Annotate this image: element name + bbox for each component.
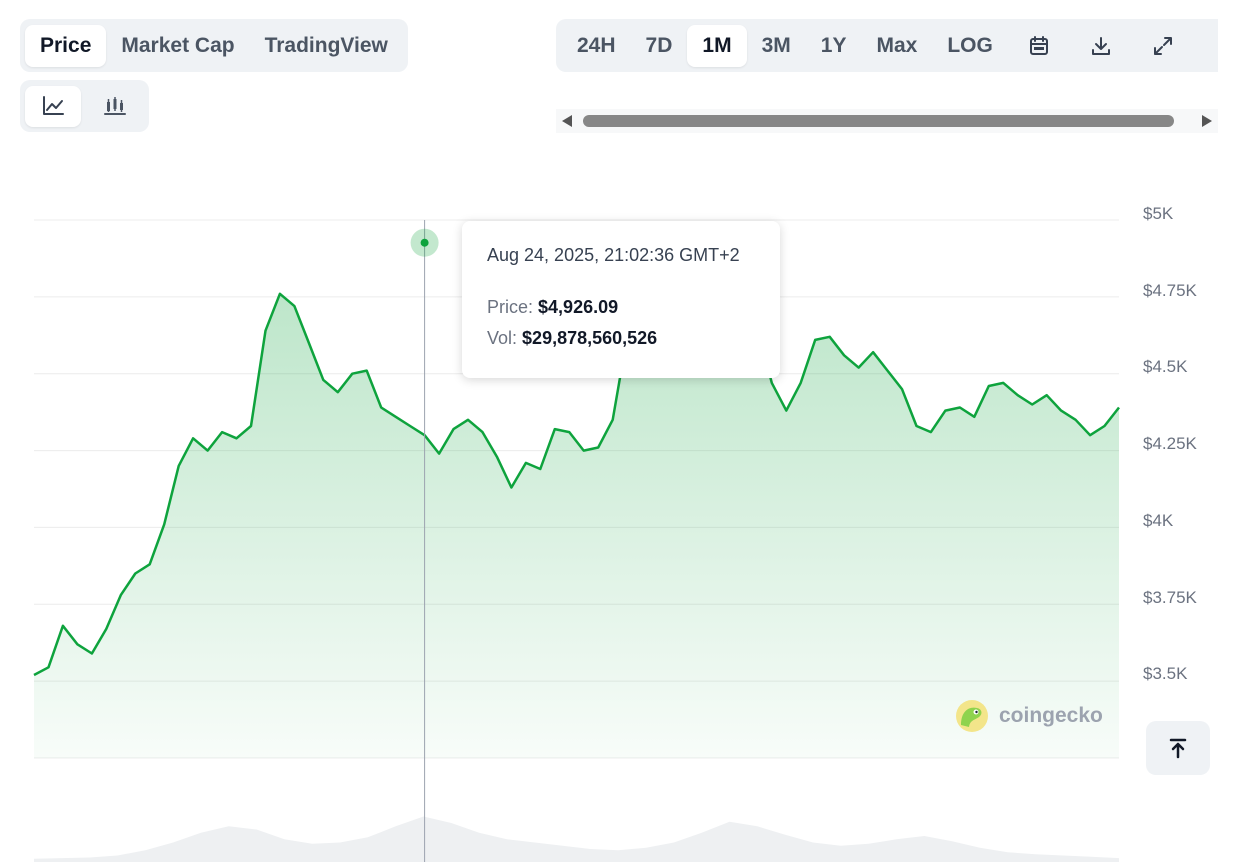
candlestick-chart-icon: [104, 97, 126, 115]
range-1y-button[interactable]: 1Y: [820, 33, 847, 57]
calendar-icon: [1029, 35, 1048, 55]
scroll-right-icon[interactable]: [1202, 115, 1212, 127]
y-tick-label: $5K: [1143, 204, 1174, 223]
time-range-selector: 24H 7D 1M 3M 1Y Max LOG: [556, 19, 1218, 72]
y-tick-label: $4.25K: [1143, 434, 1197, 453]
tooltip-price-label: Price:: [487, 297, 534, 317]
expand-icon: [1153, 36, 1172, 55]
line-chart-icon: [43, 96, 64, 115]
y-tick-label: $3.5K: [1143, 664, 1188, 683]
line-chart-button[interactable]: [25, 85, 81, 127]
date-range-button[interactable]: [1008, 25, 1070, 67]
tooltip-volume-label: Vol:: [487, 328, 518, 348]
y-tick-label: $3.75K: [1143, 588, 1197, 607]
coingecko-watermark: coingecko: [955, 699, 1103, 733]
y-tick-label: $4.5K: [1143, 357, 1188, 376]
candlestick-chart-button[interactable]: [87, 86, 143, 127]
tab-price[interactable]: Price: [25, 24, 107, 67]
fullscreen-button[interactable]: [1132, 25, 1194, 67]
log-scale-button[interactable]: LOG: [947, 33, 993, 57]
range-1m-button[interactable]: 1M: [687, 24, 747, 67]
tooltip-volume-value: $29,878,560,526: [522, 328, 658, 348]
chart-mode-tabs: Price Market Cap TradingView: [20, 19, 408, 72]
tab-market-cap[interactable]: Market Cap: [121, 33, 235, 57]
y-tick-label: $4.75K: [1143, 281, 1197, 300]
hover-point: [420, 238, 429, 247]
chart-scrollbar[interactable]: [556, 109, 1218, 133]
range-24h-button[interactable]: 24H: [577, 33, 616, 57]
y-tick-label: $4K: [1143, 511, 1174, 530]
range-max-button[interactable]: Max: [876, 33, 918, 57]
range-7d-button[interactable]: 7D: [645, 33, 673, 57]
brand-name: coingecko: [999, 704, 1103, 727]
price-area-fill: [34, 242, 1119, 758]
chart-type-toggle: [20, 80, 149, 132]
download-icon: [1091, 36, 1110, 55]
range-3m-button[interactable]: 3M: [761, 33, 791, 57]
scroll-to-top-button[interactable]: [1146, 721, 1210, 775]
scroll-left-icon[interactable]: [562, 115, 572, 127]
gecko-logo-icon: [956, 700, 988, 732]
tab-tradingview[interactable]: TradingView: [264, 33, 388, 57]
tooltip-price-value: $4,926.09: [538, 297, 619, 317]
price-line: [33, 241, 1120, 677]
price-tooltip: Aug 24, 2025, 21:02:36 GMT+2 Price: $4,9…: [462, 221, 780, 378]
tooltip-date: Aug 24, 2025, 21:02:36 GMT+2: [487, 245, 740, 265]
volume-area: [34, 816, 1119, 862]
arrow-up-icon: [1169, 738, 1187, 759]
scrollbar-thumb[interactable]: [583, 115, 1174, 127]
download-button[interactable]: [1070, 25, 1132, 67]
